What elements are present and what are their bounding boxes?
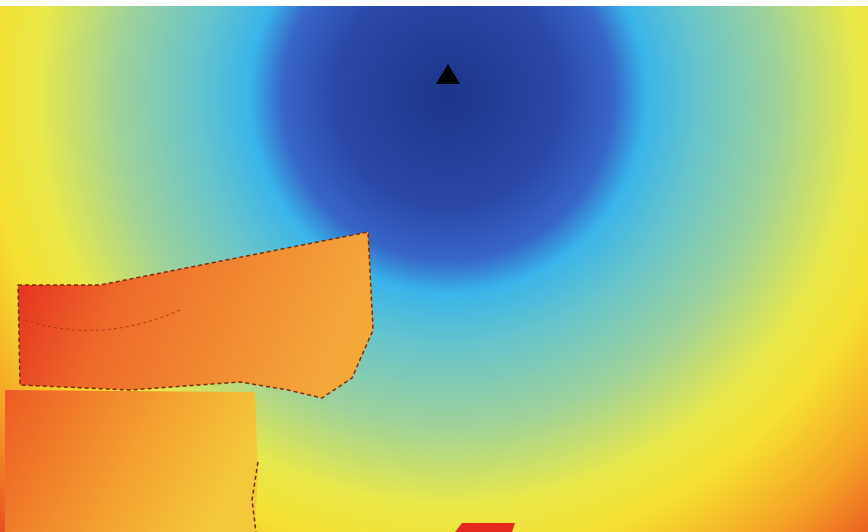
access-point-marker bbox=[436, 64, 460, 84]
wall-line bbox=[251, 461, 259, 532]
building-zone bbox=[17, 231, 374, 399]
top-margin bbox=[0, 0, 868, 6]
lower-zone bbox=[5, 390, 258, 532]
hot-spot bbox=[455, 523, 515, 532]
inner-wall bbox=[24, 309, 181, 331]
